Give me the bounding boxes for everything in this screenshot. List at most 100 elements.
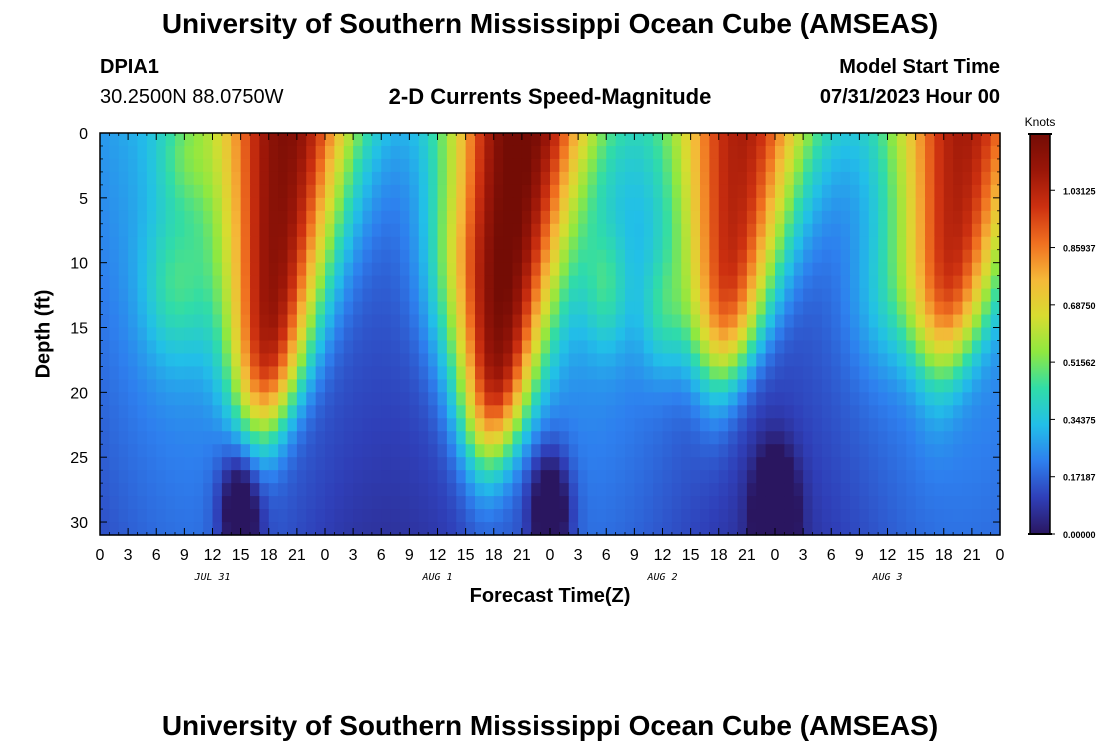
heatmap-cell: [315, 496, 326, 510]
heatmap-cell: [915, 133, 926, 147]
heatmap-cell: [531, 223, 542, 238]
heatmap-cell: [793, 133, 804, 147]
heatmap-cell: [531, 509, 542, 523]
heatmap-cell: [887, 301, 898, 316]
heatmap-cell: [315, 405, 326, 419]
colorbar-tick-label: 1.03125: [1063, 186, 1096, 196]
heatmap-cell: [653, 158, 664, 173]
heatmap-cell: [362, 483, 373, 497]
heatmap-cell: [418, 431, 429, 445]
heatmap-cell: [587, 431, 598, 445]
heatmap-cell: [484, 236, 495, 251]
heatmap-cell: [859, 340, 870, 355]
heatmap-cell: [962, 444, 973, 458]
heatmap-cell: [756, 457, 767, 471]
heatmap-cell: [175, 171, 185, 186]
heatmap-cell: [296, 522, 307, 536]
heatmap-cell: [934, 158, 945, 173]
heatmap-cell: [240, 145, 251, 160]
heatmap-cell: [793, 171, 804, 186]
heatmap-cell: [165, 223, 176, 238]
heatmap-cell: [662, 522, 673, 536]
heatmap-cell: [550, 392, 560, 406]
heatmap-cell: [484, 353, 495, 368]
heatmap-cell: [203, 314, 214, 329]
heatmap-cell: [746, 249, 757, 264]
heatmap-cell: [850, 470, 860, 484]
heatmap-cell: [540, 262, 551, 277]
heatmap-cell: [146, 158, 157, 173]
heatmap-cell: [953, 314, 964, 329]
heatmap-cell: [531, 314, 542, 329]
heatmap-cell: [662, 223, 673, 238]
heatmap-cell: [493, 470, 504, 484]
heatmap-cell: [278, 353, 289, 368]
heatmap-cell: [915, 158, 926, 173]
heatmap-cell: [943, 496, 954, 510]
heatmap-cell: [906, 457, 917, 471]
heatmap-cell: [390, 210, 401, 225]
heatmap-cell: [250, 522, 260, 536]
heatmap-cell: [465, 392, 476, 406]
heatmap-cell: [606, 431, 617, 445]
heatmap-cell: [221, 314, 232, 329]
heatmap-cell: [137, 158, 148, 173]
heatmap-cell: [400, 366, 410, 380]
heatmap-cell: [118, 392, 129, 406]
heatmap-cell: [765, 444, 776, 458]
heatmap-cell: [568, 314, 579, 329]
heatmap-cell: [906, 223, 917, 238]
heatmap-cell: [756, 444, 767, 458]
heatmap-cell: [850, 379, 860, 393]
heatmap-cell: [803, 275, 814, 290]
heatmap-cell: [878, 262, 889, 277]
heatmap-cell: [728, 197, 739, 212]
heatmap-cell: [568, 353, 579, 368]
heatmap-cell: [128, 392, 139, 406]
heatmap-cell: [428, 262, 439, 277]
heatmap-cell: [709, 314, 720, 329]
x-tick-label: 0: [996, 547, 1005, 564]
heatmap-cell: [568, 171, 579, 186]
heatmap-cell: [146, 197, 157, 212]
heatmap-cell: [990, 249, 1001, 264]
colorbar-tick-label: 0.34375: [1063, 415, 1096, 425]
heatmap-cell: [934, 275, 945, 290]
heatmap-cell: [278, 223, 289, 238]
heatmap-cell: [146, 133, 157, 147]
heatmap-cell: [775, 483, 785, 497]
heatmap-cell: [137, 262, 148, 277]
heatmap-cell: [456, 418, 467, 432]
heatmap-cell: [925, 340, 935, 355]
heatmap-cell: [484, 431, 495, 445]
heatmap-cell: [100, 184, 110, 199]
heatmap-cell: [493, 444, 504, 458]
heatmap-cell: [325, 236, 335, 251]
heatmap-cell: [971, 210, 982, 225]
heatmap-cell: [868, 405, 879, 419]
heatmap-cell: [906, 301, 917, 316]
heatmap-cell: [334, 366, 345, 380]
heatmap-cell: [737, 327, 748, 342]
heatmap-cell: [128, 431, 139, 445]
heatmap-cell: [418, 379, 429, 393]
heatmap-cell: [503, 496, 514, 510]
heatmap-cell: [784, 327, 795, 342]
heatmap-cell: [718, 262, 729, 277]
heatmap-cell: [362, 470, 373, 484]
heatmap-cell: [550, 379, 560, 393]
x-tick-label: 18: [710, 547, 728, 564]
heatmap-cell: [334, 418, 345, 432]
heatmap-cell: [437, 405, 448, 419]
heatmap-cell: [550, 288, 560, 303]
heatmap-cell: [184, 236, 195, 251]
heatmap-cell: [165, 236, 176, 251]
heatmap-cell: [868, 418, 879, 432]
heatmap-cell: [756, 470, 767, 484]
heatmap-cell: [428, 314, 439, 329]
heatmap-cell: [681, 522, 692, 536]
heatmap-cell: [700, 444, 710, 458]
heatmap-cell: [859, 496, 870, 510]
heatmap-cell: [925, 275, 935, 290]
heatmap-cell: [118, 314, 129, 329]
